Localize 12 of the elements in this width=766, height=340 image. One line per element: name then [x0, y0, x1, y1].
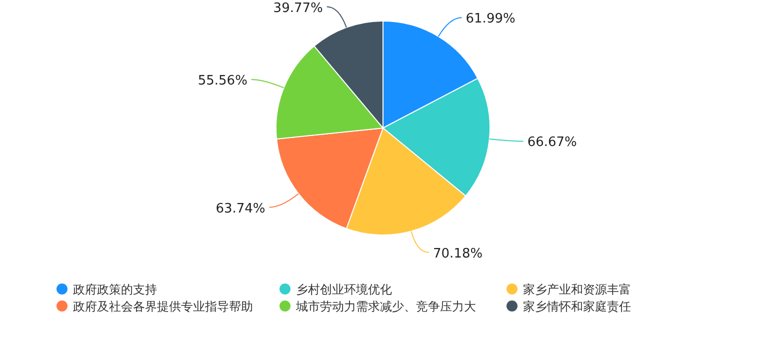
data-label: 61.99% [466, 12, 516, 27]
legend-label: 家乡产业和资源丰富 [523, 282, 631, 296]
data-label: 63.74% [216, 201, 266, 216]
data-label: 66.67% [527, 135, 577, 150]
data-label: 55.56% [198, 74, 248, 89]
data-label: 39.77% [273, 0, 323, 16]
legend-label: 乡村创业环境优化 [296, 282, 392, 296]
data-label: 70.18% [433, 246, 483, 262]
legend-label: 政府及社会各界提供专业指导帮助 [73, 300, 253, 314]
legend-label: 家乡情怀和家庭责任 [523, 300, 631, 314]
legend-label: 政府政策的支持 [73, 282, 157, 296]
legend-label: 城市劳动力需求减少、竞争压力大 [295, 300, 476, 314]
